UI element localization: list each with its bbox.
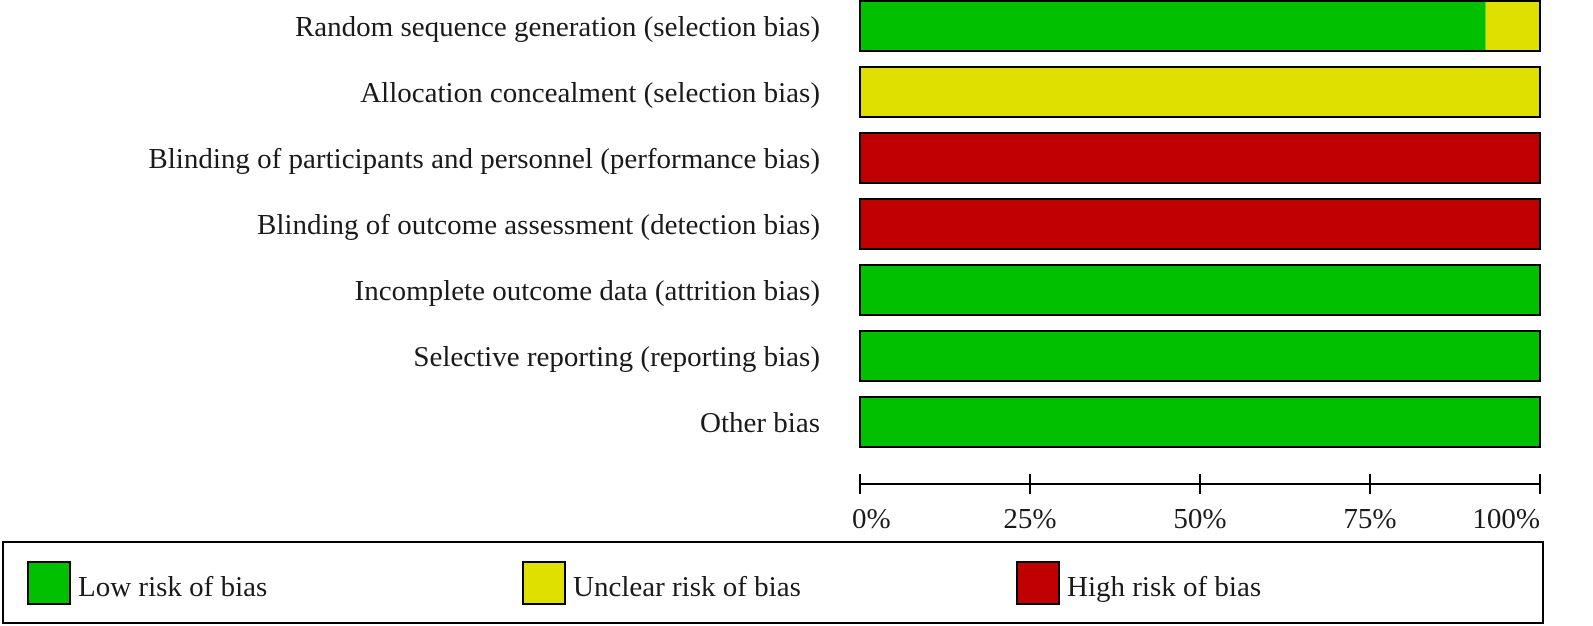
legend-item: Unclear risk of bias: [522, 561, 801, 605]
bar-row: Blinding of outcome assessment (detectio…: [257, 198, 1541, 250]
bar-row: Random sequence generation (selection bi…: [295, 0, 1541, 52]
bar-outline: [859, 330, 1541, 382]
bar-outline: [859, 264, 1541, 316]
bar-segment-low-risk-of-bias: [860, 397, 1540, 447]
legend-item: High risk of bias: [1016, 561, 1261, 605]
legend: Low risk of bias Unclear risk of bias High…: [2, 541, 1544, 624]
bar-row: Allocation concealment (selection bias): [360, 66, 1541, 118]
category-label: Blinding of participants and personnel (…: [148, 143, 820, 175]
bar-segment-low-risk-of-bias: [860, 1, 1486, 51]
chart-rows: Random sequence generation (selection bi…: [148, 0, 1541, 448]
category-label: Other bias: [700, 407, 820, 439]
bar-segment-unclear-risk-of-bias: [860, 67, 1540, 117]
bar-segment-low-risk-of-bias: [860, 265, 1540, 315]
x-tick-label: 50%: [1173, 503, 1226, 535]
category-label: Incomplete outcome data (attrition bias): [355, 275, 820, 307]
bar-segment-low-risk-of-bias: [860, 331, 1540, 381]
bar-row: Incomplete outcome data (attrition bias): [355, 264, 1541, 316]
bar-outline: [859, 0, 1541, 52]
bar-segment-high-risk-of-bias: [860, 199, 1540, 249]
category-label: Random sequence generation (selection bi…: [295, 11, 820, 43]
legend-item: Low risk of bias: [27, 561, 267, 605]
bar-outline: [859, 396, 1541, 448]
bar-row: Other bias: [700, 396, 1541, 448]
category-label: Allocation concealment (selection bias): [360, 77, 820, 109]
bar-outline: [859, 132, 1541, 184]
legend-swatch: [1016, 561, 1060, 605]
bar-segment-unclear-risk-of-bias: [1485, 1, 1540, 51]
x-tick-label: 25%: [1003, 503, 1056, 535]
legend-label: Unclear risk of bias: [573, 571, 801, 603]
legend-label: High risk of bias: [1067, 571, 1261, 603]
bar-row: Selective reporting (reporting bias): [413, 330, 1541, 382]
category-label: Blinding of outcome assessment (detectio…: [257, 209, 820, 241]
legend-swatch: [522, 561, 566, 605]
legend-frame: [2, 541, 1544, 624]
legend-label: Low risk of bias: [78, 571, 267, 603]
x-axis: 0% 25% 50% 75% 100%: [852, 474, 1541, 535]
bar-row: Blinding of participants and personnel (…: [148, 132, 1541, 184]
x-tick-label: 100%: [1472, 503, 1540, 535]
x-tick-label: 0%: [852, 503, 891, 535]
category-label: Selective reporting (reporting bias): [413, 341, 820, 373]
bar-outline: [859, 66, 1541, 118]
bar-outline: [859, 198, 1541, 250]
x-tick-label: 75%: [1343, 503, 1396, 535]
legend-swatch: [27, 561, 71, 605]
bar-segment-high-risk-of-bias: [860, 133, 1540, 183]
